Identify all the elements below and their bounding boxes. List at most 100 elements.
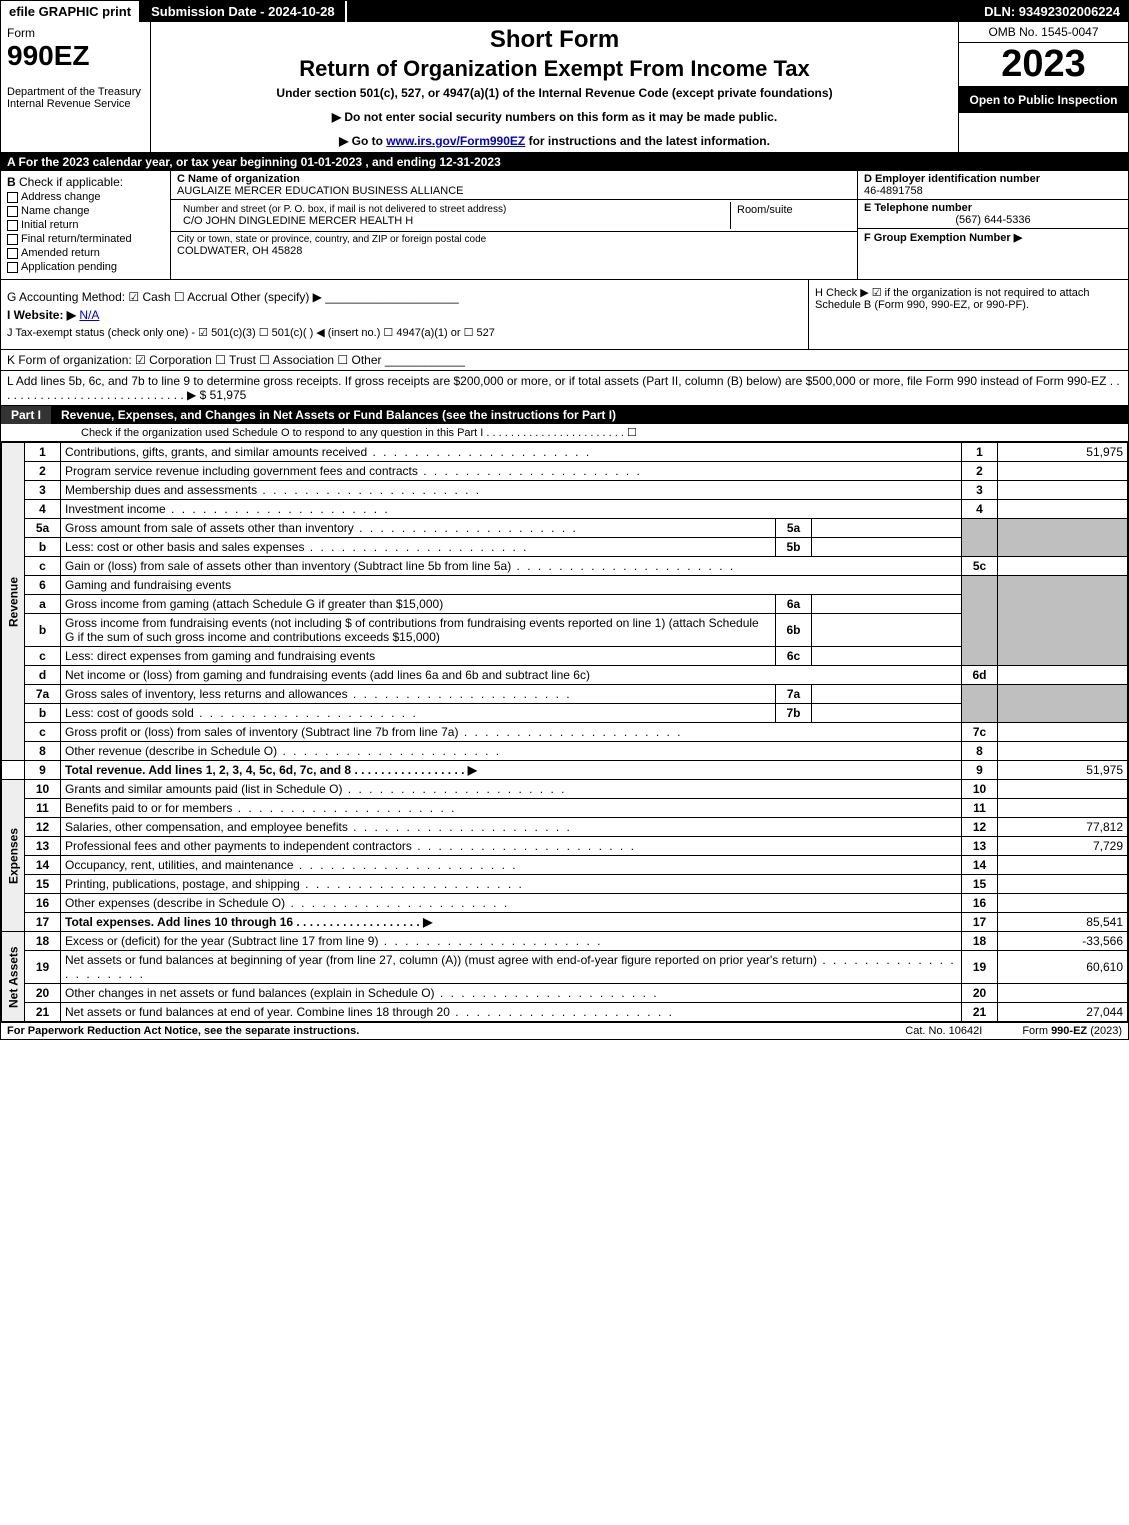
website-link[interactable]: N/A [79, 308, 99, 322]
line-15-rno: 15 [962, 875, 998, 894]
line-18-desc: Excess or (deficit) for the year (Subtra… [65, 934, 602, 948]
line-7b-no: b [25, 704, 61, 723]
part-1-header: Part I Revenue, Expenses, and Changes in… [1, 406, 1128, 424]
line-17-value: 85,541 [998, 913, 1128, 932]
line-6a-sub: 6a [776, 595, 812, 614]
line-21-desc: Net assets or fund balances at end of ye… [65, 1005, 674, 1019]
line-6-no: 6 [25, 576, 61, 595]
line-13-rno: 13 [962, 837, 998, 856]
short-form-title: Short Form [161, 26, 948, 54]
line-21-rno: 21 [962, 1003, 998, 1022]
irs-link[interactable]: www.irs.gov/Form990EZ [386, 134, 525, 148]
footer-paperwork: For Paperwork Reduction Act Notice, see … [7, 1025, 359, 1037]
org-name: AUGLAIZE MERCER EDUCATION BUSINESS ALLIA… [177, 185, 463, 197]
line-9-no: 9 [25, 761, 61, 780]
line-11-rno: 11 [962, 799, 998, 818]
revenue-spacer [2, 761, 25, 780]
form-number: 990EZ [7, 40, 144, 72]
line-6c-no: c [25, 647, 61, 666]
line-2-value [998, 462, 1128, 481]
line-13-value: 7,729 [998, 837, 1128, 856]
line-19-rno: 19 [962, 951, 998, 984]
check-if-applicable: Check if applicable: [19, 175, 123, 189]
line-4-rno: 4 [962, 500, 998, 519]
line-7c-desc: Gross profit or (loss) from sales of inv… [65, 725, 683, 739]
line-7b-desc: Less: cost of goods sold [65, 706, 418, 720]
line-8-no: 8 [25, 742, 61, 761]
efile-print[interactable]: efile GRAPHIC print [1, 1, 141, 22]
line-19-desc: Net assets or fund balances at beginning… [65, 953, 956, 981]
line-4-no: 4 [25, 500, 61, 519]
line-14-no: 14 [25, 856, 61, 875]
shade-7 [962, 685, 998, 723]
line-1-desc: Contributions, gifts, grants, and simila… [65, 445, 591, 459]
line-5b-subval [812, 538, 962, 557]
chk-name-change[interactable]: Name change [7, 205, 164, 217]
line-6d-value [998, 666, 1128, 685]
line-7a-subval [812, 685, 962, 704]
org-address: C/O JOHN DINGLEDINE MERCER HEALTH H [183, 215, 724, 227]
line-10-no: 10 [25, 780, 61, 799]
goto-note: ▶ Go to www.irs.gov/Form990EZ for instru… [161, 134, 948, 148]
org-city: COLDWATER, OH 45828 [177, 245, 851, 257]
line-i-website: I Website: ▶ N/A [7, 308, 802, 322]
line-7c-rno: 7c [962, 723, 998, 742]
line-6c-desc: Less: direct expenses from gaming and fu… [61, 647, 776, 666]
line-12-rno: 12 [962, 818, 998, 837]
line-21-no: 21 [25, 1003, 61, 1022]
revenue-side-label: Revenue [2, 443, 25, 761]
line-5a-sub: 5a [776, 519, 812, 538]
chk-address-change[interactable]: Address change [7, 191, 164, 203]
line-7c-value [998, 723, 1128, 742]
chk-application-pending[interactable]: Application pending [7, 261, 164, 273]
line-10-rno: 10 [962, 780, 998, 799]
line-20-value [998, 984, 1128, 1003]
line-17-no: 17 [25, 913, 61, 932]
line-2-no: 2 [25, 462, 61, 481]
ssn-note: ▶ Do not enter social security numbers o… [161, 110, 948, 124]
line-3-value [998, 481, 1128, 500]
line-6d-desc: Net income or (loss) from gaming and fun… [61, 666, 962, 685]
line-j-tax-exempt: J Tax-exempt status (check only one) - ☑… [7, 326, 802, 339]
line-2-desc: Program service revenue including govern… [65, 464, 642, 478]
tax-year: 2023 [959, 43, 1128, 87]
line-11-value [998, 799, 1128, 818]
section-def: D Employer identification number 46-4891… [858, 171, 1128, 279]
tel-value: (567) 644-5336 [864, 214, 1122, 226]
ein-value: 46-4891758 [864, 185, 923, 197]
group-exemption-label: F Group Exemption Number ▶ [864, 232, 1022, 244]
line-16-value [998, 894, 1128, 913]
chk-initial-return[interactable]: Initial return [7, 219, 164, 231]
department: Department of the Treasury Internal Reve… [7, 86, 144, 110]
line-2-rno: 2 [962, 462, 998, 481]
c-name-label: C Name of organization [177, 173, 300, 185]
line-1-no: 1 [25, 443, 61, 462]
line-8-value [998, 742, 1128, 761]
line-5b-desc: Less: cost or other basis and sales expe… [65, 540, 529, 554]
chk-amended-return[interactable]: Amended return [7, 247, 164, 259]
line-6b-sub: 6b [776, 614, 812, 647]
line-6c-sub: 6c [776, 647, 812, 666]
line-18-value: -33,566 [998, 932, 1128, 951]
line-5a-subval [812, 519, 962, 538]
line-5c-desc: Gain or (loss) from sale of assets other… [65, 559, 735, 573]
shade-5 [962, 519, 998, 557]
line-18-no: 18 [25, 932, 61, 951]
line-g-accounting: G Accounting Method: ☑ Cash ☐ Accrual Ot… [7, 290, 802, 304]
line-h-schedule-b: H Check ▶ ☑ if the organization is not r… [808, 280, 1128, 349]
line-16-no: 16 [25, 894, 61, 913]
line-9-value: 51,975 [998, 761, 1128, 780]
omb-number: OMB No. 1545-0047 [959, 22, 1128, 43]
row-a-tax-year: A For the 2023 calendar year, or tax yea… [1, 153, 1128, 171]
line-6a-desc: Gross income from gaming (attach Schedul… [61, 595, 776, 614]
chk-final-return[interactable]: Final return/terminated [7, 233, 164, 245]
line-6b-desc: Gross income from fundraising events (no… [61, 614, 776, 647]
room-suite-label: Room/suite [731, 202, 851, 229]
line-13-no: 13 [25, 837, 61, 856]
shade-6v [998, 576, 1128, 666]
line-3-rno: 3 [962, 481, 998, 500]
line-12-desc: Salaries, other compensation, and employ… [65, 820, 572, 834]
line-7a-sub: 7a [776, 685, 812, 704]
line-20-desc: Other changes in net assets or fund bala… [65, 986, 659, 1000]
part-1-tag: Part I [1, 406, 51, 424]
